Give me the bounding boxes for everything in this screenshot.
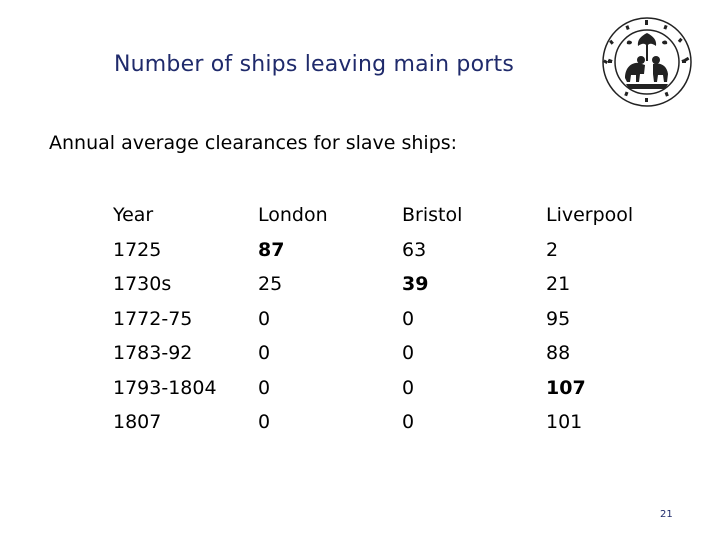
liverpool-cell: 107 <box>546 376 586 399</box>
liverpool-cell: 101 <box>546 411 583 434</box>
table-row: 1772-75 0 0 95 <box>113 302 656 337</box>
bristol-cell: 0 <box>402 411 415 434</box>
london-cell: 0 <box>258 307 271 330</box>
table-row: 1725 87 63 2 <box>113 233 656 268</box>
table-row: 1793-1804 0 0 107 <box>113 371 656 406</box>
school-crest-logo <box>601 16 693 108</box>
liverpool-cell: 21 <box>546 273 571 296</box>
table-header-row: Year London Bristol Liverpool <box>113 198 656 233</box>
table-row: 1730s 25 39 21 <box>113 267 656 302</box>
year-cell: 1783-92 <box>113 342 193 365</box>
header-bristol: Bristol <box>402 204 463 227</box>
bristol-cell: 0 <box>402 376 415 399</box>
header-year: Year <box>113 204 154 227</box>
year-cell: 1730s <box>113 273 172 296</box>
slide-title: Number of ships leaving main ports <box>114 52 514 77</box>
bristol-cell: 63 <box>402 238 427 261</box>
london-cell: 87 <box>258 238 285 261</box>
year-cell: 1807 <box>113 411 162 434</box>
bristol-cell: 0 <box>402 307 415 330</box>
table-subtitle: Annual average clearances for slave ship… <box>49 132 458 154</box>
liverpool-cell: 88 <box>546 342 571 365</box>
london-cell: 0 <box>258 376 271 399</box>
liverpool-cell: 95 <box>546 307 571 330</box>
school-crest-seal-icon <box>602 17 692 107</box>
london-cell: 0 <box>258 342 271 365</box>
london-cell: 0 <box>258 411 271 434</box>
table-row: 1783-92 0 0 88 <box>113 336 656 371</box>
ship-clearances-table: Year London Bristol Liverpool 1725 87 63… <box>113 198 656 440</box>
liverpool-cell: 2 <box>546 238 559 261</box>
header-london: London <box>258 204 328 227</box>
page-number: 21 <box>660 509 673 520</box>
header-liverpool: Liverpool <box>546 204 634 227</box>
year-cell: 1772-75 <box>113 307 193 330</box>
bristol-cell: 0 <box>402 342 415 365</box>
year-cell: 1725 <box>113 238 162 261</box>
year-cell: 1793-1804 <box>113 376 217 399</box>
bristol-cell: 39 <box>402 273 429 296</box>
london-cell: 25 <box>258 273 283 296</box>
table-row: 1807 0 0 101 <box>113 405 656 440</box>
